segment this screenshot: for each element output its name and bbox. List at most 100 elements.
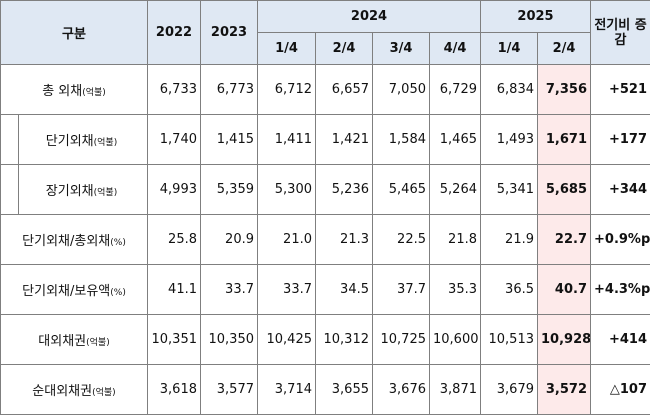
value-cell: 20.9 [201,215,258,265]
value-cell: 10,600 [430,315,481,365]
value-cell: 22.7 [538,215,591,265]
row-label-cell: 단기외채(억불) [1,115,148,165]
change-cell: △107 [591,365,650,415]
value-cell: 10,350 [201,315,258,365]
value-cell: 21.8 [430,215,481,265]
change-cell: +414 [591,315,650,365]
value-cell: 7,050 [373,65,430,115]
value-cell: 10,425 [258,315,316,365]
value-cell: 5,264 [430,165,481,215]
value-cell: 10,928 [538,315,591,365]
value-cell: 6,834 [481,65,538,115]
header-quarter: 1/4 [258,33,316,65]
row-label: 순대외채권 [32,384,92,399]
change-cell: +177 [591,115,650,165]
header-quarter: 2/4 [316,33,373,65]
value-cell: 1,465 [430,115,481,165]
change-cell: +4.3%p [591,265,650,315]
row-label-cell: 장기외채(억불) [1,165,148,215]
indent-line [18,115,19,164]
row-label: 대외채권 [38,334,86,349]
row-label: 총 외채 [42,84,82,99]
value-cell: 6,773 [201,65,258,115]
value-cell: 25.8 [148,215,201,265]
row-unit: (억불) [86,338,110,348]
row-unit: (억불) [94,138,118,148]
value-cell: 6,657 [316,65,373,115]
value-cell: 21.9 [481,215,538,265]
value-cell: 1,671 [538,115,591,165]
value-cell: 5,236 [316,165,373,215]
value-cell: 1,740 [148,115,201,165]
change-cell: +521 [591,65,650,115]
header-year: 2022 [148,1,201,65]
value-cell: 21.0 [258,215,316,265]
row-label-cell: 단기외채/보유액(%) [1,265,148,315]
value-cell: 36.5 [481,265,538,315]
row-unit: (억불) [82,88,106,98]
value-cell: 3,714 [258,365,316,415]
value-cell: 21.3 [316,215,373,265]
value-cell: 1,493 [481,115,538,165]
value-cell: 3,618 [148,365,201,415]
header-quarter: 3/4 [373,33,430,65]
value-cell: 7,356 [538,65,591,115]
value-cell: 5,300 [258,165,316,215]
row-unit: (%) [110,288,126,298]
value-cell: 35.3 [430,265,481,315]
value-cell: 5,465 [373,165,430,215]
value-cell: 6,729 [430,65,481,115]
value-cell: 3,572 [538,365,591,415]
value-cell: 1,421 [316,115,373,165]
row-unit: (억불) [94,188,118,198]
value-cell: 6,733 [148,65,201,115]
value-cell: 3,577 [201,365,258,415]
value-cell: 3,871 [430,365,481,415]
value-cell: 22.5 [373,215,430,265]
value-cell: 3,679 [481,365,538,415]
value-cell: 3,655 [316,365,373,415]
row-label: 단기외채 [46,134,94,149]
change-cell: +0.9%p [591,215,650,265]
value-cell: 1,411 [258,115,316,165]
value-cell: 5,685 [538,165,591,215]
value-cell: 34.5 [316,265,373,315]
header-category: 구분 [1,1,148,65]
value-cell: 40.7 [538,265,591,315]
value-cell: 1,415 [201,115,258,165]
header-quarter: 4/4 [430,33,481,65]
value-cell: 10,351 [148,315,201,365]
header-year: 2025 [481,1,591,33]
header-year: 2024 [258,1,481,33]
value-cell: 3,676 [373,365,430,415]
row-unit: (억불) [92,388,116,398]
row-label: 장기외채 [46,184,94,199]
value-cell: 5,359 [201,165,258,215]
header-change: 전기비 증감 [591,1,650,65]
value-cell: 10,312 [316,315,373,365]
value-cell: 33.7 [201,265,258,315]
value-cell: 5,341 [481,165,538,215]
row-label-cell: 총 외채(억불) [1,65,148,115]
value-cell: 10,513 [481,315,538,365]
value-cell: 33.7 [258,265,316,315]
row-unit: (%) [110,238,126,248]
value-cell: 41.1 [148,265,201,315]
row-label-cell: 순대외채권(억불) [1,365,148,415]
value-cell: 6,712 [258,65,316,115]
indent-line [18,165,19,214]
row-label-cell: 단기외채/총외채(%) [1,215,148,265]
row-label: 단기외채/총외채 [22,234,110,249]
value-cell: 37.7 [373,265,430,315]
value-cell: 4,993 [148,165,201,215]
row-label: 단기외채/보유액 [22,284,110,299]
header-quarter: 2/4 [538,33,591,65]
